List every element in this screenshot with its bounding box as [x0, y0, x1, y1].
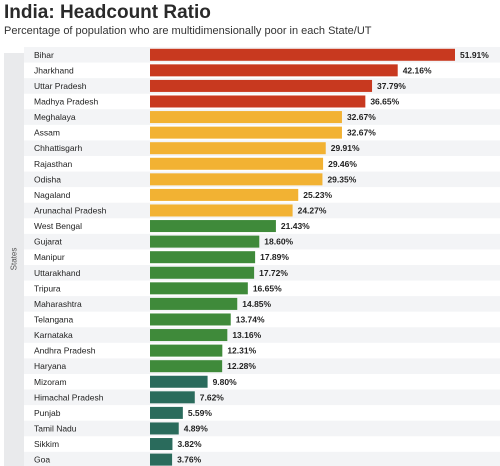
- bar: [150, 422, 179, 435]
- category-label: Mizoram: [34, 377, 67, 387]
- bar: [150, 344, 223, 357]
- category-label: Assam: [34, 128, 60, 138]
- category-label: Maharashtra: [34, 299, 82, 309]
- bar: [150, 313, 231, 326]
- category-label: Punjab: [34, 408, 61, 418]
- category-label: Manipur: [34, 252, 65, 262]
- category-label: Haryana: [34, 361, 66, 371]
- category-label: Gujarat: [34, 237, 63, 247]
- bar: [150, 95, 366, 108]
- value-label: 12.28%: [227, 361, 256, 371]
- row-band: [24, 389, 500, 406]
- category-label: Goa: [34, 455, 50, 465]
- row-band: [24, 420, 500, 437]
- bar: [150, 375, 208, 388]
- value-label: 3.82%: [177, 439, 202, 449]
- value-label: 24.27%: [298, 205, 327, 215]
- bar: [150, 438, 173, 451]
- value-label: 32.67%: [347, 128, 376, 138]
- value-label: 37.79%: [377, 81, 406, 91]
- value-label: 42.16%: [403, 65, 432, 75]
- bar: [150, 64, 398, 77]
- row-band: [24, 358, 500, 374]
- bar: [150, 360, 223, 373]
- category-label: West Bengal: [34, 221, 82, 231]
- value-label: 17.72%: [259, 268, 288, 278]
- row-band: [24, 296, 500, 312]
- bar: [150, 406, 183, 419]
- value-label: 29.35%: [327, 174, 356, 184]
- category-label: Chhattisgarh: [34, 143, 82, 153]
- value-label: 3.76%: [177, 455, 202, 465]
- bar: [150, 251, 256, 264]
- bar: [150, 329, 228, 342]
- y-axis-band: [4, 53, 24, 466]
- bar: [150, 126, 342, 139]
- category-label: Madhya Pradesh: [34, 96, 99, 106]
- category-label: Tamil Nadu: [34, 423, 77, 433]
- value-label: 16.65%: [253, 283, 282, 293]
- value-label: 7.62%: [200, 392, 225, 402]
- category-label: Telangana: [34, 314, 74, 324]
- chart-title: India: Headcount Ratio: [4, 2, 211, 23]
- row-band: [24, 451, 500, 466]
- value-label: 13.74%: [236, 314, 265, 324]
- category-label: Odisha: [34, 174, 61, 184]
- category-label: Uttarakhand: [34, 268, 81, 278]
- value-label: 4.89%: [184, 423, 209, 433]
- value-label: 25.23%: [303, 190, 332, 200]
- value-label: 32.67%: [347, 112, 376, 122]
- value-label: 29.91%: [331, 143, 360, 153]
- value-label: 51.91%: [460, 50, 489, 60]
- value-label: 12.31%: [227, 346, 256, 356]
- bar: [150, 48, 455, 61]
- bar: [150, 79, 373, 92]
- category-label: Nagaland: [34, 190, 71, 200]
- value-label: 13.16%: [232, 330, 261, 340]
- bar: [150, 204, 293, 217]
- value-label: 18.60%: [264, 237, 293, 247]
- category-label: Arunachal Pradesh: [34, 205, 107, 215]
- row-band: [24, 327, 500, 343]
- bar: [150, 111, 342, 124]
- value-label: 9.80%: [213, 377, 238, 387]
- chart-subtitle: Percentage of population who are multidi…: [4, 25, 372, 37]
- category-label: Himachal Pradesh: [34, 392, 104, 402]
- bar: [150, 142, 326, 155]
- value-label: 17.89%: [260, 252, 289, 262]
- bar: [150, 157, 324, 170]
- value-label: 21.43%: [281, 221, 310, 231]
- bar: [150, 297, 238, 310]
- bar: [150, 391, 195, 404]
- bar: [150, 220, 276, 233]
- bar: [150, 266, 255, 279]
- category-label: Bihar: [34, 50, 54, 60]
- category-label: Jharkhand: [34, 65, 74, 75]
- row-band: [24, 264, 500, 281]
- bar: [150, 453, 173, 466]
- value-label: 5.59%: [188, 408, 213, 418]
- category-label: Karnataka: [34, 330, 73, 340]
- category-label: Meghalaya: [34, 112, 76, 122]
- bar: [150, 235, 260, 248]
- row-band: [24, 233, 500, 250]
- bar: [150, 282, 248, 295]
- category-label: Andhra Pradesh: [34, 346, 96, 356]
- category-label: Uttar Pradesh: [34, 81, 87, 91]
- category-label: Sikkim: [34, 439, 59, 449]
- value-label: 14.85%: [242, 299, 271, 309]
- bar: [150, 173, 323, 186]
- bar: [150, 188, 299, 201]
- value-label: 29.46%: [328, 159, 357, 169]
- value-label: 36.65%: [370, 96, 399, 106]
- category-label: Rajasthan: [34, 159, 73, 169]
- category-label: Tripura: [34, 283, 61, 293]
